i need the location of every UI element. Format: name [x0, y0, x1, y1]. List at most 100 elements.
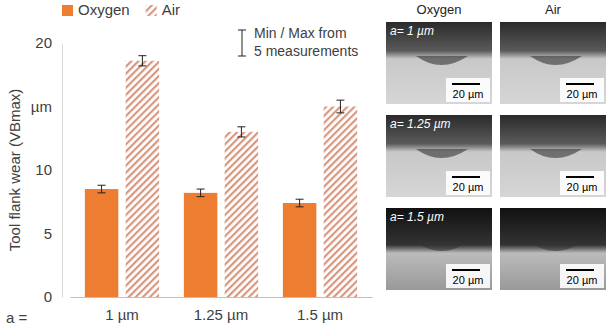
error-bar	[98, 185, 106, 193]
legend-label: Air	[162, 1, 180, 18]
error-cap	[197, 196, 205, 197]
scale-bar-label: 20 µm	[453, 88, 484, 100]
scale-bar-label: 20 µm	[453, 181, 484, 193]
x-tick: 1 µm	[105, 297, 139, 323]
scale-bar	[452, 176, 480, 178]
wear-land	[530, 149, 582, 158]
legend-swatch	[62, 5, 73, 16]
y-axis-line	[62, 44, 63, 298]
y-tick: 20	[35, 34, 62, 51]
error-bar	[296, 199, 304, 207]
bar	[184, 193, 217, 297]
column-header: Oxygen	[417, 2, 462, 17]
y-tick: 5	[44, 225, 62, 242]
scale-bar	[566, 269, 594, 271]
scale-bar-bg	[446, 78, 490, 102]
error-cap	[296, 206, 304, 207]
error-bar	[237, 127, 245, 137]
annotation-text: 5 measurements	[254, 43, 358, 59]
micrograph	[386, 208, 492, 290]
scale-bar	[566, 83, 594, 85]
wear-land	[416, 242, 468, 251]
y-axis-title: Tool flank wear (VBmax)	[6, 89, 23, 252]
scale-bar-bg	[446, 171, 490, 195]
scale-bar-bg	[560, 264, 604, 288]
scale-bar	[566, 176, 594, 178]
error-bar	[138, 56, 146, 66]
wear-land	[416, 56, 468, 65]
error-cap	[197, 189, 205, 190]
x-tick: 1.25 µm	[194, 297, 249, 323]
figure: 0 5 10 µm 20 Tool flank wear (VBmax) 1 µm 1.25 …	[0, 0, 608, 327]
y-tick-label: 0	[44, 288, 52, 305]
bar	[225, 132, 258, 297]
micrograph	[500, 208, 606, 290]
scale-bar-label: 20 µm	[453, 274, 484, 286]
annotation: Min / Max from 5 measurements	[238, 25, 358, 59]
annotation-icon	[242, 30, 243, 56]
error-cap	[98, 185, 106, 186]
error-cap	[237, 136, 245, 137]
error-stem	[101, 185, 102, 193]
scale-bar-label: 20 µm	[567, 274, 598, 286]
error-cap	[138, 55, 146, 56]
error-stem	[299, 199, 300, 207]
wear-land	[530, 56, 582, 65]
bar	[126, 61, 159, 297]
micrograph	[386, 115, 492, 197]
micrograph	[386, 22, 492, 104]
micrograph	[500, 115, 606, 197]
scale-bar-bg	[446, 264, 490, 288]
error-stem	[241, 127, 242, 137]
micrograph	[500, 22, 606, 104]
error-bar	[336, 100, 344, 113]
scale-bar	[452, 83, 480, 85]
scale-bar-label: 20 µm	[567, 181, 598, 193]
x-axis-title: a =	[6, 309, 28, 326]
legend-label: Oxygen	[78, 1, 130, 18]
error-cap	[138, 65, 146, 66]
row-label: a= 1.5 µm	[390, 210, 444, 224]
error-cap	[98, 192, 106, 193]
error-cap	[296, 199, 304, 200]
scale-bar	[452, 269, 480, 271]
x-tick: 1.5 µm	[297, 297, 343, 323]
error-stem	[142, 56, 143, 66]
series-0	[85, 185, 316, 297]
y-tick: 0	[44, 288, 62, 305]
plot-area	[85, 56, 357, 297]
annotation-text: Min / Max from	[254, 25, 347, 41]
y-tick-label: 10	[35, 161, 52, 178]
error-cap	[237, 126, 245, 127]
error-stem	[200, 189, 201, 197]
x-axis: 1 µm 1.25 µm 1.5 µm	[71, 297, 373, 323]
scale-bar-bg	[560, 78, 604, 102]
scale-bar-bg	[560, 171, 604, 195]
x-tick-label: 1.5 µm	[297, 306, 343, 323]
error-cap	[336, 112, 344, 113]
legend: Oxygen Air	[62, 1, 180, 18]
bar	[324, 107, 357, 298]
row-label: a= 1 µm	[390, 24, 434, 38]
x-axis-line	[71, 297, 373, 298]
micrographs: OxygenAir20 µm20 µma= 1 µm20 µm20 µma= 1…	[386, 2, 606, 290]
error-bar	[197, 189, 205, 197]
x-tick-label: 1 µm	[105, 306, 139, 323]
wear-land	[530, 242, 582, 251]
y-axis: 0 5 10 µm 20	[31, 34, 63, 305]
y-tick-label: 20	[35, 34, 52, 51]
y-tick-label: 5	[44, 225, 52, 242]
annotation-icon	[238, 56, 246, 57]
row-label: a= 1.25 µm	[390, 117, 451, 131]
error-stem	[340, 100, 341, 113]
bar	[283, 203, 316, 297]
y-tick: 10	[35, 161, 62, 178]
wear-land	[416, 149, 468, 158]
bar	[85, 189, 118, 297]
legend-swatch	[146, 5, 157, 16]
scale-bar-label: 20 µm	[567, 88, 598, 100]
error-cap	[336, 100, 344, 101]
annotation-icon	[238, 30, 246, 31]
y-tick-label: µm	[31, 98, 52, 115]
y-tick: µm	[31, 98, 62, 115]
